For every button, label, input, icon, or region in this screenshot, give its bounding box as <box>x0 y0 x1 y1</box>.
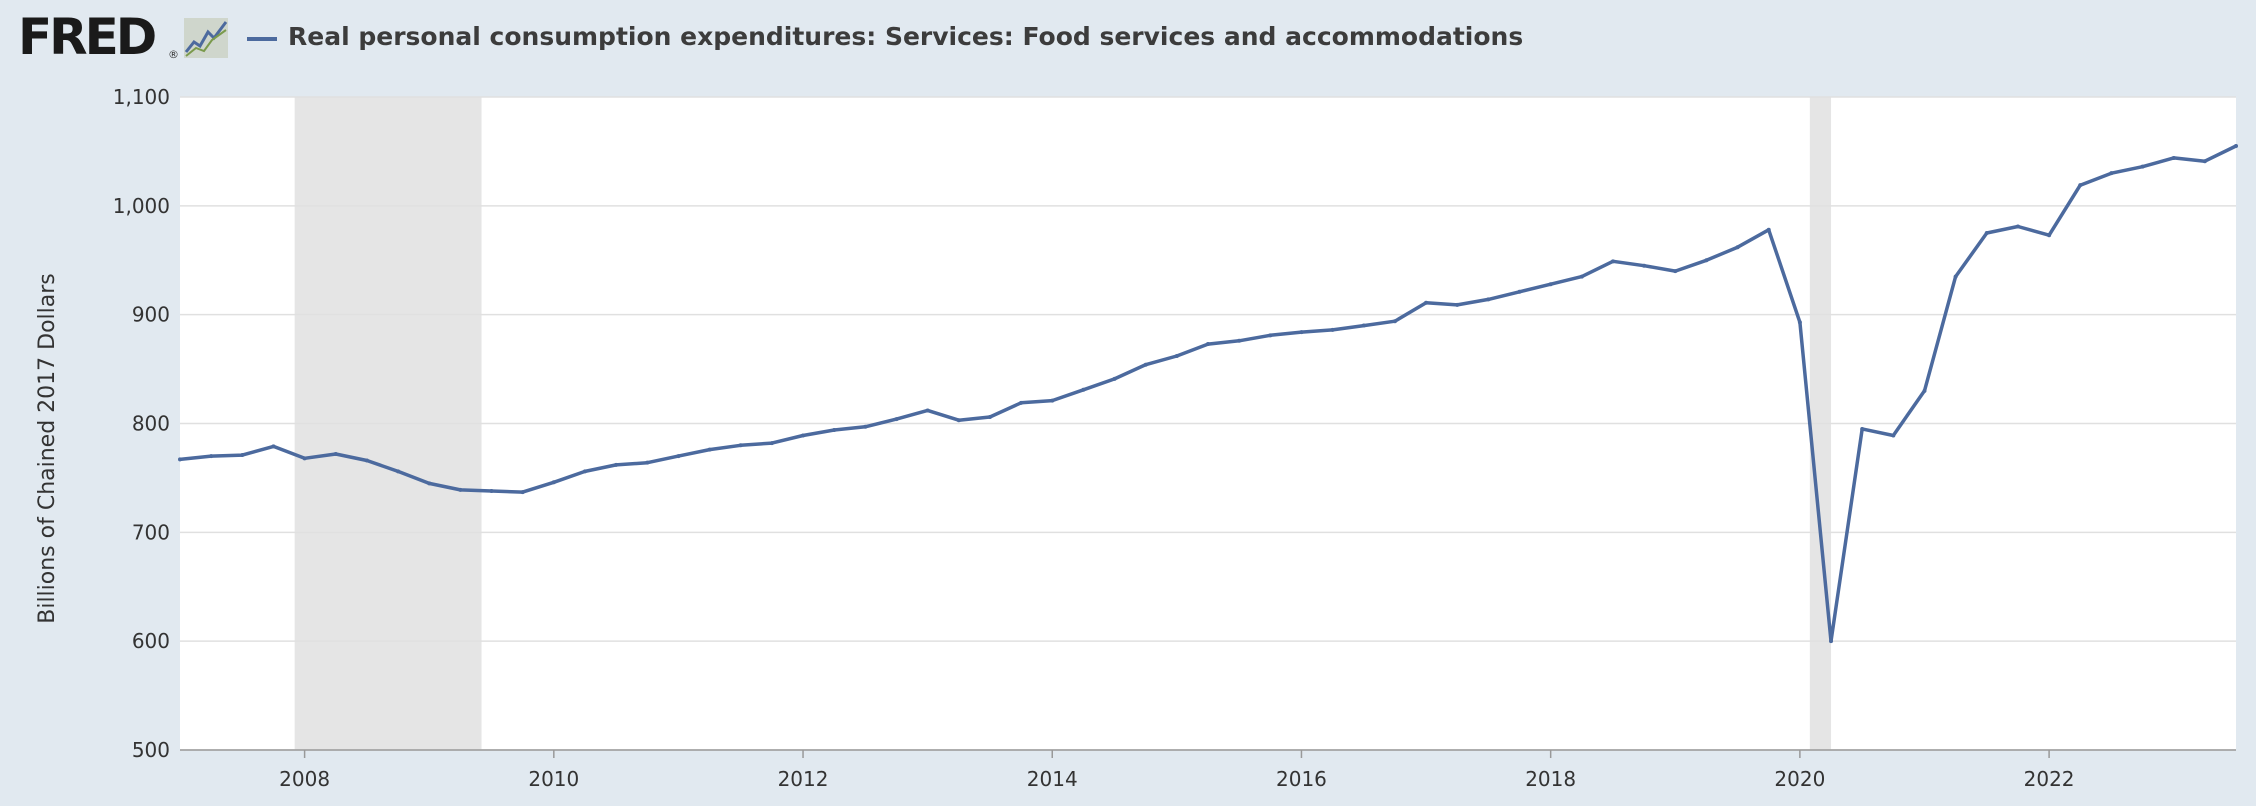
data-point[interactable] <box>209 454 214 459</box>
data-point[interactable] <box>2047 233 2052 238</box>
data-point[interactable] <box>2140 164 2145 169</box>
data-point[interactable] <box>2078 183 2083 188</box>
data-point[interactable] <box>427 481 432 486</box>
y-axis-ticks: 500 600 700 800 900 1,000 1,100 <box>113 85 170 762</box>
data-point[interactable] <box>2234 143 2238 148</box>
data-point[interactable] <box>707 447 712 452</box>
logo-graph-line-2 <box>185 29 227 57</box>
data-point[interactable] <box>1891 433 1896 438</box>
data-point[interactable] <box>1424 300 1429 305</box>
x-axis-ticks: 2008 2010 2012 2014 2016 2018 2020 2022 <box>180 749 2236 791</box>
data-point[interactable] <box>1953 274 1958 279</box>
data-point[interactable] <box>1174 354 1179 359</box>
data-point[interactable] <box>1922 388 1927 393</box>
data-point[interactable] <box>1642 263 1647 268</box>
data-point[interactable] <box>582 469 587 474</box>
data-point[interactable] <box>551 480 556 485</box>
x-tick-label: 2012 <box>778 767 829 791</box>
data-point[interactable] <box>1112 376 1117 381</box>
data-point[interactable] <box>458 487 463 492</box>
y-axis-label: Billions of Chained 2017 Dollars <box>35 273 60 624</box>
x-tick-label: 2022 <box>2024 767 2075 791</box>
data-point[interactable] <box>1206 342 1210 347</box>
data-point[interactable] <box>1019 400 1024 405</box>
logo-graph-line-1 <box>184 21 228 53</box>
y-tick-label: 700 <box>132 520 170 544</box>
data-point[interactable] <box>520 490 525 495</box>
series-title[interactable]: Real personal consumption expenditures: … <box>288 22 1524 51</box>
x-tick-label: 2014 <box>1027 767 1078 791</box>
data-point[interactable] <box>1860 426 1865 431</box>
data-point[interactable] <box>1735 245 1740 250</box>
x-tick-label: 2020 <box>1774 767 1825 791</box>
data-point[interactable] <box>863 424 868 429</box>
series-layer <box>178 143 2238 644</box>
data-point[interactable] <box>1984 231 1989 236</box>
data-point[interactable] <box>1610 259 1615 264</box>
x-tick-label: 2010 <box>528 767 579 791</box>
registered-mark: ® <box>168 48 179 61</box>
data-point[interactable] <box>1330 327 1335 332</box>
data-point[interactable] <box>1455 302 1460 307</box>
data-point[interactable] <box>894 417 899 422</box>
x-tick-label: 2018 <box>1525 767 1576 791</box>
data-point[interactable] <box>801 433 806 438</box>
data-point[interactable] <box>769 441 774 446</box>
data-point[interactable] <box>1704 258 1709 263</box>
data-point[interactable] <box>1517 289 1522 294</box>
data-point[interactable] <box>489 488 494 493</box>
data-point[interactable] <box>1361 323 1366 328</box>
data-point[interactable] <box>178 457 182 462</box>
data-point[interactable] <box>832 428 837 433</box>
data-point[interactable] <box>1081 387 1086 392</box>
data-point[interactable] <box>1392 319 1397 324</box>
line-chart-icon[interactable] <box>184 18 228 58</box>
y-tick-label: 1,000 <box>113 194 170 218</box>
y-tick-label: 600 <box>132 629 170 653</box>
data-point[interactable] <box>1797 320 1802 325</box>
data-point[interactable] <box>1143 362 1148 367</box>
data-point[interactable] <box>2171 155 2176 160</box>
data-point[interactable] <box>2109 171 2114 176</box>
fred-logo[interactable]: FRED <box>18 8 157 66</box>
data-point[interactable] <box>240 453 245 458</box>
y-tick-label: 900 <box>132 303 170 327</box>
data-point[interactable] <box>302 456 307 461</box>
data-point[interactable] <box>396 469 401 474</box>
chart-header: FRED ® Real personal consumption expendi… <box>0 0 2256 80</box>
data-point[interactable] <box>1050 398 1055 403</box>
data-point[interactable] <box>1829 639 1834 644</box>
data-point[interactable] <box>1486 297 1491 302</box>
data-point[interactable] <box>364 458 369 463</box>
data-point[interactable] <box>1268 333 1273 338</box>
data-point[interactable] <box>1766 227 1771 232</box>
data-point[interactable] <box>1673 269 1678 274</box>
data-point[interactable] <box>1548 282 1553 287</box>
data-point[interactable] <box>1237 338 1242 343</box>
data-point[interactable] <box>645 460 650 465</box>
data-point[interactable] <box>614 462 619 467</box>
data-point[interactable] <box>925 408 930 413</box>
y-tick-label: 500 <box>132 738 170 762</box>
data-point[interactable] <box>1579 274 1584 279</box>
x-tick-label: 2016 <box>1276 767 1327 791</box>
x-tick-label: 2008 <box>279 767 330 791</box>
data-point[interactable] <box>333 451 338 456</box>
data-point[interactable] <box>956 418 961 423</box>
data-point[interactable] <box>1299 330 1304 335</box>
y-tick-label: 800 <box>132 412 170 436</box>
data-point[interactable] <box>271 444 276 449</box>
data-point[interactable] <box>987 414 992 419</box>
data-point[interactable] <box>738 443 743 448</box>
y-tick-label: 1,100 <box>113 85 170 109</box>
legend-swatch <box>247 37 277 41</box>
data-point[interactable] <box>2015 224 2020 229</box>
data-point[interactable] <box>676 454 681 459</box>
data-point[interactable] <box>2202 159 2207 164</box>
